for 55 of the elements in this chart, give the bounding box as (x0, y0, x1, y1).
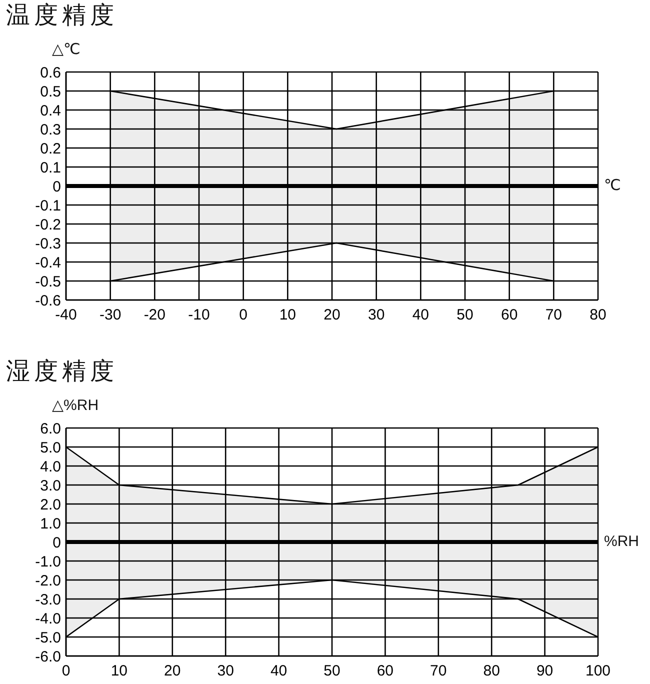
x-tick-label: 50 (324, 662, 340, 680)
x-axis-title: %RH (604, 532, 640, 552)
x-tick-label: 90 (536, 662, 554, 680)
y-tick-label: -2.0 (35, 572, 61, 590)
y-tick-label: -4.0 (35, 610, 61, 628)
y-tick-label: 3.0 (40, 477, 61, 494)
chart-title: 温度精度 (6, 2, 118, 30)
x-tick-label: 0 (239, 306, 248, 324)
y-tick-label: 6.0 (40, 420, 61, 438)
x-tick-label: 70 (545, 306, 562, 324)
y-tick-label: -0.3 (35, 235, 61, 252)
x-tick-label: 50 (456, 306, 474, 324)
y-tick-label: 0.5 (40, 83, 61, 100)
y-axis-title: △℃ (52, 40, 80, 60)
x-tick-label: 100 (585, 662, 611, 680)
x-tick-label: 20 (164, 662, 181, 680)
y-axis-title: △%RH (52, 396, 99, 416)
x-tick-label: 10 (279, 306, 296, 324)
x-tick-label: 20 (324, 306, 340, 324)
y-tick-label: 0.6 (40, 64, 61, 82)
x-tick-label: 30 (217, 662, 234, 680)
y-tick-label: -1.0 (35, 553, 61, 570)
y-tick-label: -0.5 (35, 273, 61, 290)
x-axis-title: ℃ (604, 176, 621, 196)
x-tick-label: 30 (368, 306, 385, 324)
y-tick-label: 0 (52, 178, 61, 196)
x-tick-label: 60 (500, 306, 518, 324)
y-tick-label: 2.0 (40, 496, 61, 514)
x-tick-label: 40 (270, 662, 288, 680)
y-tick-label: 0.1 (40, 159, 61, 176)
y-tick-label: 0 (52, 534, 61, 552)
y-tick-label: 4.0 (40, 458, 61, 476)
x-tick-label: 80 (590, 306, 606, 324)
x-tick-label: -20 (144, 306, 166, 324)
x-tick-label: 40 (412, 306, 430, 324)
y-tick-label: 0.2 (40, 140, 61, 158)
y-tick-label: 0.4 (40, 102, 61, 120)
x-tick-label: -30 (99, 306, 122, 324)
y-tick-label: -5.0 (35, 629, 61, 646)
x-tick-label: 70 (430, 662, 447, 680)
x-tick-label: 10 (110, 662, 128, 680)
x-tick-label: 60 (376, 662, 394, 680)
y-tick-label: 1.0 (40, 515, 61, 532)
y-tick-label: 0.3 (40, 121, 61, 138)
x-tick-label: 80 (483, 662, 500, 680)
x-tick-label: -40 (55, 306, 77, 324)
x-tick-label: -10 (188, 306, 210, 324)
y-tick-label: -6.0 (35, 648, 61, 666)
y-tick-label: -0.4 (35, 254, 61, 272)
y-tick-label: -0.6 (35, 292, 61, 310)
y-tick-label: 5.0 (40, 439, 61, 456)
y-tick-label: -0.1 (35, 197, 61, 214)
chart-title: 湿度精度 (6, 358, 118, 386)
y-tick-label: -3.0 (35, 591, 61, 608)
y-tick-label: -0.2 (35, 216, 61, 234)
